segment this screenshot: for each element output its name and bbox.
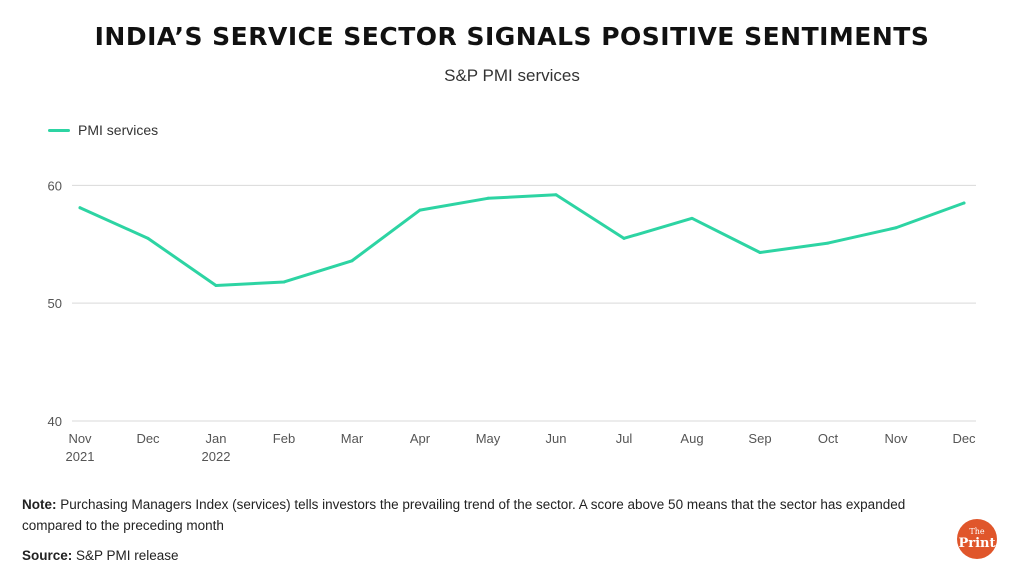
x-tick-label: May [476, 431, 501, 446]
note-label: Note: [22, 497, 57, 512]
series-line-0 [78, 193, 966, 287]
note-text: Purchasing Managers Index (services) tel… [22, 497, 906, 533]
legend-label: PMI services [78, 122, 159, 138]
source: Source: S&P PMI release [22, 548, 179, 563]
x-tick-label: Jan [206, 431, 227, 446]
x-tick-label-year: 2022 [202, 449, 231, 464]
y-tick-label: 60 [48, 178, 62, 193]
logo-bottom-text: Print [958, 536, 996, 551]
x-tick-label-year: 2021 [66, 449, 95, 464]
logo-top-text: The [969, 527, 985, 536]
chart-subtitle: S&P PMI services [444, 66, 580, 85]
x-tick-label: Aug [680, 431, 703, 446]
data-point [146, 236, 150, 240]
x-tick-label: Sep [748, 431, 771, 446]
data-point [690, 216, 694, 220]
legend-swatch [48, 128, 70, 132]
x-tick-label: Dec [952, 431, 976, 446]
data-point [486, 196, 490, 200]
x-tick-label: Oct [818, 431, 839, 446]
note: Note: Purchasing Managers Index (service… [22, 494, 922, 536]
data-point [350, 259, 354, 263]
y-tick-label: 50 [48, 296, 62, 311]
x-tick-label: Nov [884, 431, 908, 446]
theprint-logo: The Print [957, 519, 997, 559]
x-tick-label: Feb [273, 431, 295, 446]
data-point [894, 226, 898, 230]
data-point [826, 241, 830, 245]
data-point [214, 284, 218, 287]
x-tick-label: Dec [136, 431, 160, 446]
data-point [418, 208, 422, 212]
y-tick-label: 40 [48, 414, 62, 429]
source-label: Source: [22, 548, 73, 563]
x-tick-label: Jul [616, 431, 633, 446]
data-point [962, 201, 966, 205]
x-tick-label: Apr [410, 431, 431, 446]
x-tick-label: Jun [546, 431, 567, 446]
data-point [282, 280, 286, 284]
x-tick-label: Mar [341, 431, 364, 446]
data-point [78, 206, 82, 210]
legend: PMI services [48, 122, 158, 138]
source-text: S&P PMI release [72, 548, 179, 563]
x-tick-label: Nov [68, 431, 92, 446]
data-point [554, 193, 558, 197]
data-point [758, 251, 762, 255]
line-chart: 40 50 60 Nov 2021 Dec Jan 2022 Feb Mar Apr May Jun Ju… [48, 178, 977, 464]
chart-title: INDIA’S SERVICE SECTOR SIGNALS POSITIVE … [94, 22, 930, 51]
data-point [622, 236, 626, 240]
